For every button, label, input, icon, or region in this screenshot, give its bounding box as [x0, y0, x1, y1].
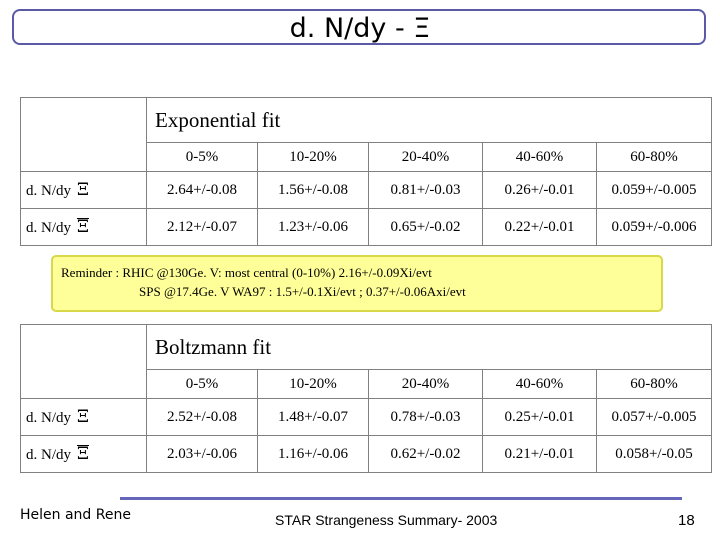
reminder-box: Reminder : RHIC @130Ge. V: most central … [51, 255, 663, 312]
anti-xi-symbol: Ξ [77, 443, 89, 464]
row-label: d. N/dy Ξ [20, 398, 147, 436]
value-cell: 2.03+/-0.06 [146, 435, 258, 473]
table-row: d. N/dy Ξ 2.03+/-0.06 1.16+/-0.06 0.62+/-… [20, 435, 712, 473]
value-cell: 0.26+/-0.01 [482, 171, 597, 209]
value-cell: 0.21+/-0.01 [482, 435, 597, 473]
value-cell: 1.16+/-0.06 [257, 435, 369, 473]
title-frame [12, 9, 706, 45]
row-label: d. N/dy Ξ [20, 435, 147, 473]
col-header: 0-5% [146, 369, 258, 399]
value-cell: 0.25+/-0.01 [482, 398, 597, 436]
boltzmann-fit-table: Boltzmann fit 0-5% 10-20% 20-40% 40-60% … [20, 324, 712, 473]
footer-authors: Helen and Rene [20, 507, 131, 523]
value-cell: 0.65+/-0.02 [368, 208, 483, 246]
value-cell: 0.058+/-0.05 [596, 435, 712, 473]
reminder-line: SPS @17.4Ge. V WA97 : 1.5+/-0.1Xi/evt ; … [139, 284, 466, 299]
slide-title: d. N/dy - Ξ [289, 13, 431, 44]
corner-cell [20, 324, 147, 399]
col-header: 20-40% [368, 142, 483, 172]
xi-symbol: Ξ [77, 407, 89, 427]
value-cell: 2.64+/-0.08 [146, 171, 258, 209]
footer-title: STAR Strangeness Summary- 2003 [275, 512, 498, 528]
table-row: d. N/dy Ξ 2.52+/-0.08 1.48+/-0.07 0.78+/-… [20, 398, 712, 436]
col-header: 40-60% [482, 369, 597, 399]
method-label: Exponential fit [146, 97, 712, 143]
value-cell: 1.48+/-0.07 [257, 398, 369, 436]
page-number: 18 [678, 512, 695, 529]
xi-symbol: Ξ [77, 180, 89, 200]
col-header: 60-80% [596, 369, 712, 399]
value-cell: 0.059+/-0.005 [596, 171, 712, 209]
anti-xi-symbol: Ξ [77, 216, 89, 237]
value-cell: 0.059+/-0.006 [596, 208, 712, 246]
value-cell: 0.62+/-0.02 [368, 435, 483, 473]
col-header: 10-20% [257, 369, 369, 399]
value-cell: 1.23+/-0.06 [257, 208, 369, 246]
row-label: d. N/dy Ξ [20, 208, 147, 246]
value-cell: 1.56+/-0.08 [257, 171, 369, 209]
col-header: 40-60% [482, 142, 597, 172]
value-cell: 2.12+/-0.07 [146, 208, 258, 246]
method-label: Boltzmann fit [146, 324, 712, 370]
col-header: 60-80% [596, 142, 712, 172]
value-cell: 0.81+/-0.03 [368, 171, 483, 209]
value-cell: 2.52+/-0.08 [146, 398, 258, 436]
corner-cell [20, 97, 147, 172]
footer-divider [120, 497, 682, 500]
table-row: d. N/dy Ξ 2.12+/-0.07 1.23+/-0.06 0.65+/-… [20, 208, 712, 246]
row-label: d. N/dy Ξ [20, 171, 147, 209]
table-row: d. N/dy Ξ 2.64+/-0.08 1.56+/-0.08 0.81+/-… [20, 171, 712, 209]
reminder-line: Reminder : RHIC @130Ge. V: most central … [61, 265, 432, 280]
col-header: 10-20% [257, 142, 369, 172]
exponential-fit-table: Exponential fit 0-5% 10-20% 20-40% 40-60… [20, 97, 712, 246]
col-header: 0-5% [146, 142, 258, 172]
value-cell: 0.057+/-0.005 [596, 398, 712, 436]
value-cell: 0.78+/-0.03 [368, 398, 483, 436]
value-cell: 0.22+/-0.01 [482, 208, 597, 246]
col-header: 20-40% [368, 369, 483, 399]
